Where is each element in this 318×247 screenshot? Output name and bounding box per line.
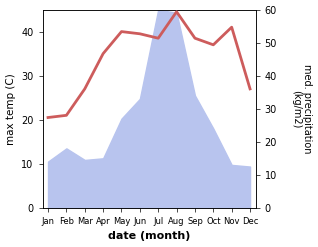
X-axis label: date (month): date (month)	[108, 231, 190, 242]
Y-axis label: max temp (C): max temp (C)	[5, 73, 16, 144]
Y-axis label: med. precipitation
(kg/m2): med. precipitation (kg/m2)	[291, 64, 313, 153]
